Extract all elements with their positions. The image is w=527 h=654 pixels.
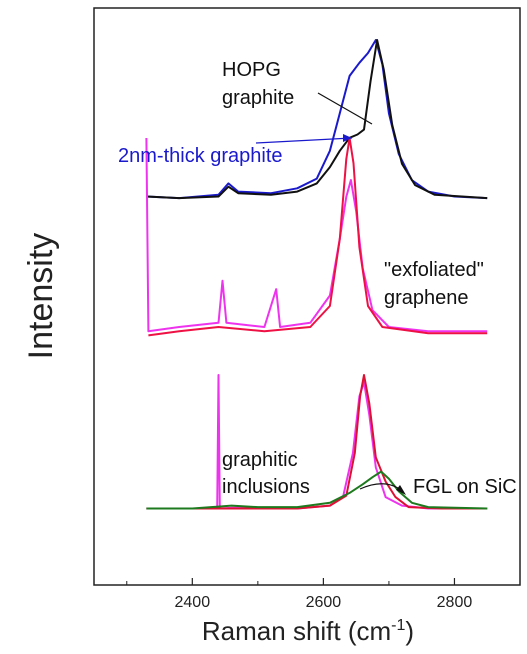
annotation-graphite: graphite	[222, 87, 294, 109]
spectrum-top-1	[146, 39, 488, 200]
annotation-graphitic: graphitic	[222, 449, 298, 471]
spectrum-top-0	[146, 39, 488, 200]
x-axis-title-sup: -1	[391, 617, 405, 634]
pointer-hopg	[317, 92, 373, 125]
annotation-hopg: HOPG	[222, 59, 281, 81]
annotation-inclusions: inclusions	[222, 476, 310, 498]
pointer-2nm-arrowhead	[343, 134, 352, 142]
annotation-exfoliated: "exfoliated"	[384, 259, 484, 281]
x-axis-title-main: Raman shift (cm	[202, 616, 391, 646]
x-tick-label: 2600	[306, 594, 342, 611]
pointer-2nm	[255, 137, 353, 144]
y-axis-title: Intensity	[22, 233, 60, 360]
pointer-inclusions-arrowhead	[396, 485, 406, 495]
spectrum-bottom-1	[146, 374, 488, 510]
x-axis-title: Raman shift (cm-1)	[202, 616, 414, 646]
series-group	[145, 39, 488, 510]
annotation-2nm-thick: 2nm-thick graphite	[118, 145, 283, 167]
annotation-graphene: graphene	[384, 287, 469, 309]
plot-frame	[93, 7, 521, 586]
spectrum-middle-0	[145, 137, 488, 333]
annotation-fgl-on-sic: FGL on SiC	[413, 476, 517, 498]
pointer-inclusions	[359, 483, 399, 490]
spectrum-middle-1	[148, 137, 488, 337]
spectrum-bottom-2	[146, 470, 488, 510]
x-tick-label: 2400	[175, 594, 211, 611]
x-ticks: 2400 2600 2800	[126, 578, 473, 611]
spectrum-bottom-0	[146, 374, 488, 510]
x-axis-title-close: )	[405, 616, 414, 646]
x-tick-label: 2800	[437, 594, 473, 611]
